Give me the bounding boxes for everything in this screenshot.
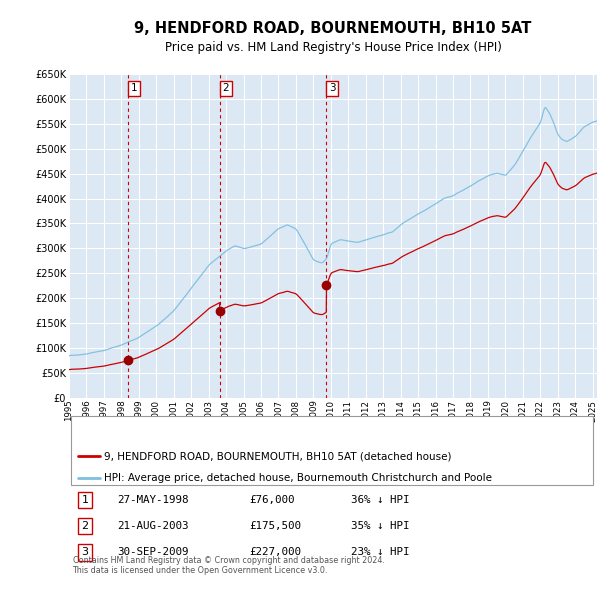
Text: 1: 1 <box>82 495 88 505</box>
Text: 9, HENDFORD ROAD, BOURNEMOUTH, BH10 5AT (detached house): 9, HENDFORD ROAD, BOURNEMOUTH, BH10 5AT … <box>104 451 452 461</box>
Text: £175,500: £175,500 <box>250 521 301 531</box>
Text: 2: 2 <box>223 83 229 93</box>
Text: 3: 3 <box>329 83 335 93</box>
Text: 2: 2 <box>81 521 88 531</box>
Text: 30-SEP-2009: 30-SEP-2009 <box>118 547 189 557</box>
Text: £227,000: £227,000 <box>250 547 301 557</box>
Text: Contains HM Land Registry data © Crown copyright and database right 2024.
This d: Contains HM Land Registry data © Crown c… <box>73 556 385 575</box>
Text: 27-MAY-1998: 27-MAY-1998 <box>118 495 189 505</box>
Text: HPI: Average price, detached house, Bournemouth Christchurch and Poole: HPI: Average price, detached house, Bour… <box>104 473 492 483</box>
Text: Price paid vs. HM Land Registry's House Price Index (HPI): Price paid vs. HM Land Registry's House … <box>164 41 502 54</box>
Text: 3: 3 <box>82 547 88 557</box>
Text: £76,000: £76,000 <box>250 495 295 505</box>
Text: 36% ↓ HPI: 36% ↓ HPI <box>350 495 409 505</box>
Text: 9, HENDFORD ROAD, BOURNEMOUTH, BH10 5AT: 9, HENDFORD ROAD, BOURNEMOUTH, BH10 5AT <box>134 21 532 36</box>
Text: 35% ↓ HPI: 35% ↓ HPI <box>350 521 409 531</box>
Bar <box>71 415 593 486</box>
Text: 21-AUG-2003: 21-AUG-2003 <box>118 521 189 531</box>
Text: 23% ↓ HPI: 23% ↓ HPI <box>350 547 409 557</box>
Text: 1: 1 <box>131 83 137 93</box>
